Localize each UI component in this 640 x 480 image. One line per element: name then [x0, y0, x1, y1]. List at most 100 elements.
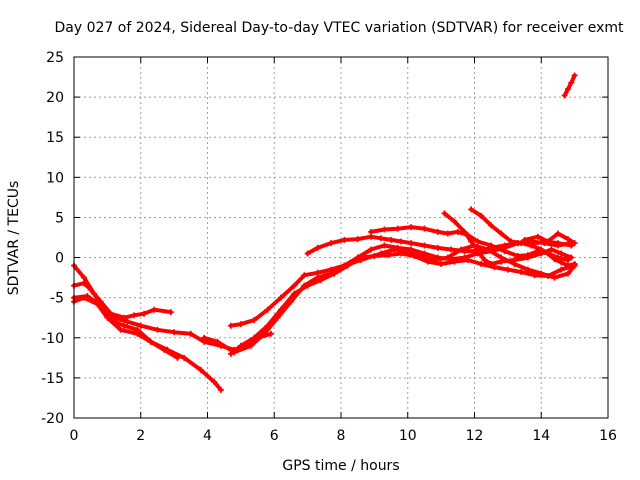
series-line-track-4 [72, 295, 223, 392]
data-point [434, 228, 441, 235]
series-line-track-13 [562, 73, 577, 98]
data-point [431, 256, 438, 263]
data-point [378, 235, 385, 242]
data-point [124, 318, 131, 325]
data-point [434, 244, 441, 251]
data-point [528, 242, 535, 249]
data-point [251, 317, 258, 324]
data-point [564, 262, 571, 269]
data-point [187, 330, 194, 337]
data-point [481, 256, 488, 263]
x-tick-label: 12 [466, 428, 484, 444]
data-point [508, 238, 515, 245]
data-point [164, 346, 171, 353]
data-point [504, 266, 511, 273]
x-tick-label: 14 [532, 428, 550, 444]
y-axis-label: SDTVAR / TECUs [6, 181, 22, 296]
y-tick-label: 20 [46, 90, 64, 106]
data-point [444, 230, 451, 237]
data-point [331, 270, 338, 277]
data-point [461, 228, 468, 235]
data-point [501, 242, 508, 249]
x-tick-label: 6 [270, 428, 279, 444]
data-point [571, 240, 578, 247]
data-point [478, 260, 485, 267]
data-point [381, 226, 388, 233]
data-point [564, 270, 571, 277]
y-tick-label: -10 [41, 331, 64, 347]
data-point [441, 210, 448, 217]
data-point [277, 294, 284, 301]
data-point [81, 274, 88, 281]
data-point [538, 270, 545, 277]
data-point [544, 238, 551, 245]
data-point [571, 72, 578, 79]
y-tick-label: 5 [55, 210, 64, 226]
data-point [524, 254, 531, 261]
y-tick-label: 0 [55, 251, 64, 267]
ticks: 0 2 4 6 8 10 12 14 16 -20 -15 -10 -5 0 5 10 15 20 25 [41, 50, 617, 444]
data-point [398, 238, 405, 245]
x-tick-label: 4 [203, 428, 212, 444]
data-point [341, 236, 348, 243]
data-point [327, 266, 334, 273]
data-point [201, 334, 208, 341]
data-point [438, 260, 445, 267]
data-point [214, 338, 221, 345]
y-tick-label: -15 [41, 371, 64, 387]
data-point [564, 86, 571, 93]
data-point [421, 242, 428, 249]
data-point [551, 256, 558, 263]
y-tick-label: 15 [46, 130, 64, 146]
data-point [464, 256, 471, 263]
data-point [568, 242, 575, 249]
data-point [291, 282, 298, 289]
y-tick-label: 25 [46, 50, 64, 66]
data-point [561, 92, 568, 99]
data-point [358, 256, 365, 263]
data-point [94, 301, 101, 308]
data-point [368, 228, 375, 235]
data-point [197, 366, 204, 373]
data-point [468, 206, 475, 213]
data-point [444, 254, 451, 261]
data-point [554, 230, 561, 237]
data-point [134, 330, 141, 337]
data-point [524, 266, 531, 273]
data-point [181, 354, 188, 361]
data-point [301, 272, 308, 279]
data-point [488, 242, 495, 249]
x-tick-label: 16 [599, 428, 617, 444]
data-point [131, 312, 138, 319]
data-point [498, 230, 505, 237]
data-point [448, 246, 455, 253]
data-point [564, 236, 571, 243]
data-point [354, 236, 361, 243]
data-point [501, 248, 508, 255]
data-point [121, 322, 128, 329]
data-point [341, 262, 348, 269]
data-point [104, 314, 111, 321]
data-point [154, 326, 161, 333]
data-point [87, 286, 94, 293]
data-point [474, 238, 481, 245]
data-point [327, 240, 334, 247]
x-tick-label: 2 [136, 428, 145, 444]
data-point [558, 266, 565, 273]
data-point [461, 248, 468, 255]
data-point [264, 322, 271, 329]
data-point [267, 330, 274, 337]
data-point [167, 309, 174, 316]
data-point [404, 248, 411, 255]
y-tick-label: -5 [50, 291, 64, 307]
data-point [137, 322, 144, 329]
data-point [368, 246, 375, 253]
data-point [227, 350, 234, 357]
plot-frame [73, 56, 609, 419]
data-point [548, 246, 555, 253]
data-point [111, 314, 118, 321]
data-point [304, 250, 311, 257]
data-point [261, 330, 268, 337]
data-point [451, 258, 458, 265]
x-tick-label: 10 [399, 428, 417, 444]
